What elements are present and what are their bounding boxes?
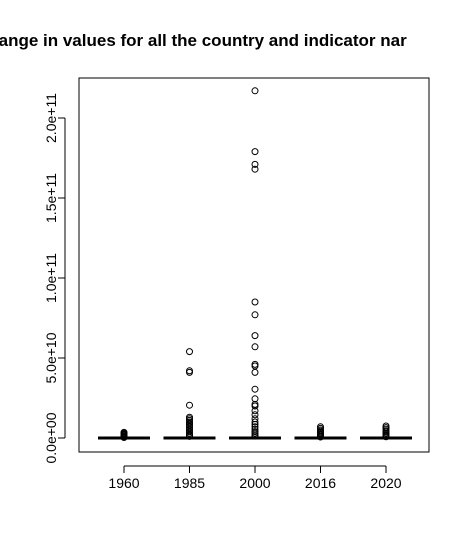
outlier-point <box>251 332 259 340</box>
outlier-point <box>251 368 259 376</box>
box-1960 <box>98 428 150 442</box>
plot-frame <box>78 77 430 453</box>
outlier-point <box>186 368 193 376</box>
y-tick-label: 1.0e+11 <box>43 253 59 303</box>
chart-title: range in values for all the country and … <box>0 31 407 50</box>
outlier-point <box>251 311 259 319</box>
y-axis: 0.0e+00 5.0e+10 1.0e+11 1.5e+11 2.0e+11 <box>43 93 66 464</box>
outlier-point <box>186 432 193 440</box>
x-tick-label: 2020 <box>370 475 401 491</box>
y-tick-label: 1.5e+11 <box>43 173 59 223</box>
outlier-point <box>251 411 259 419</box>
outlier-point <box>251 148 259 156</box>
outlier-point <box>251 402 259 410</box>
box-2000 <box>229 87 281 440</box>
x-tick-label: 1985 <box>174 475 205 491</box>
outlier-point <box>120 434 128 442</box>
x-tick-label: 2016 <box>305 475 336 491</box>
box-2016 <box>294 423 347 441</box>
outlier-point <box>186 348 193 356</box>
x-axis: 1960 1985 2000 2016 2020 <box>108 465 402 491</box>
outlier-point <box>251 160 259 168</box>
outlier-point <box>251 343 259 351</box>
box-2020 <box>360 422 412 441</box>
outlier-point <box>251 432 259 440</box>
boxes <box>98 87 412 442</box>
y-tick-label: 0.0e+00 <box>43 412 59 463</box>
outlier-point <box>251 385 259 393</box>
outlier-point <box>251 420 259 428</box>
outlier-point <box>382 433 390 441</box>
outlier-point <box>251 87 259 95</box>
box-1985 <box>163 348 216 440</box>
outlier-point <box>251 298 259 306</box>
outlier-point <box>251 418 259 426</box>
outlier-point <box>317 433 324 441</box>
y-tick-label: 5.0e+10 <box>43 332 59 383</box>
y-tick-label: 2.0e+11 <box>43 93 59 143</box>
outlier-point <box>251 165 259 173</box>
outlier-point <box>251 407 259 415</box>
x-tick-label: 1960 <box>108 475 139 491</box>
outlier-point <box>186 401 193 409</box>
x-tick-label: 2000 <box>239 475 270 491</box>
